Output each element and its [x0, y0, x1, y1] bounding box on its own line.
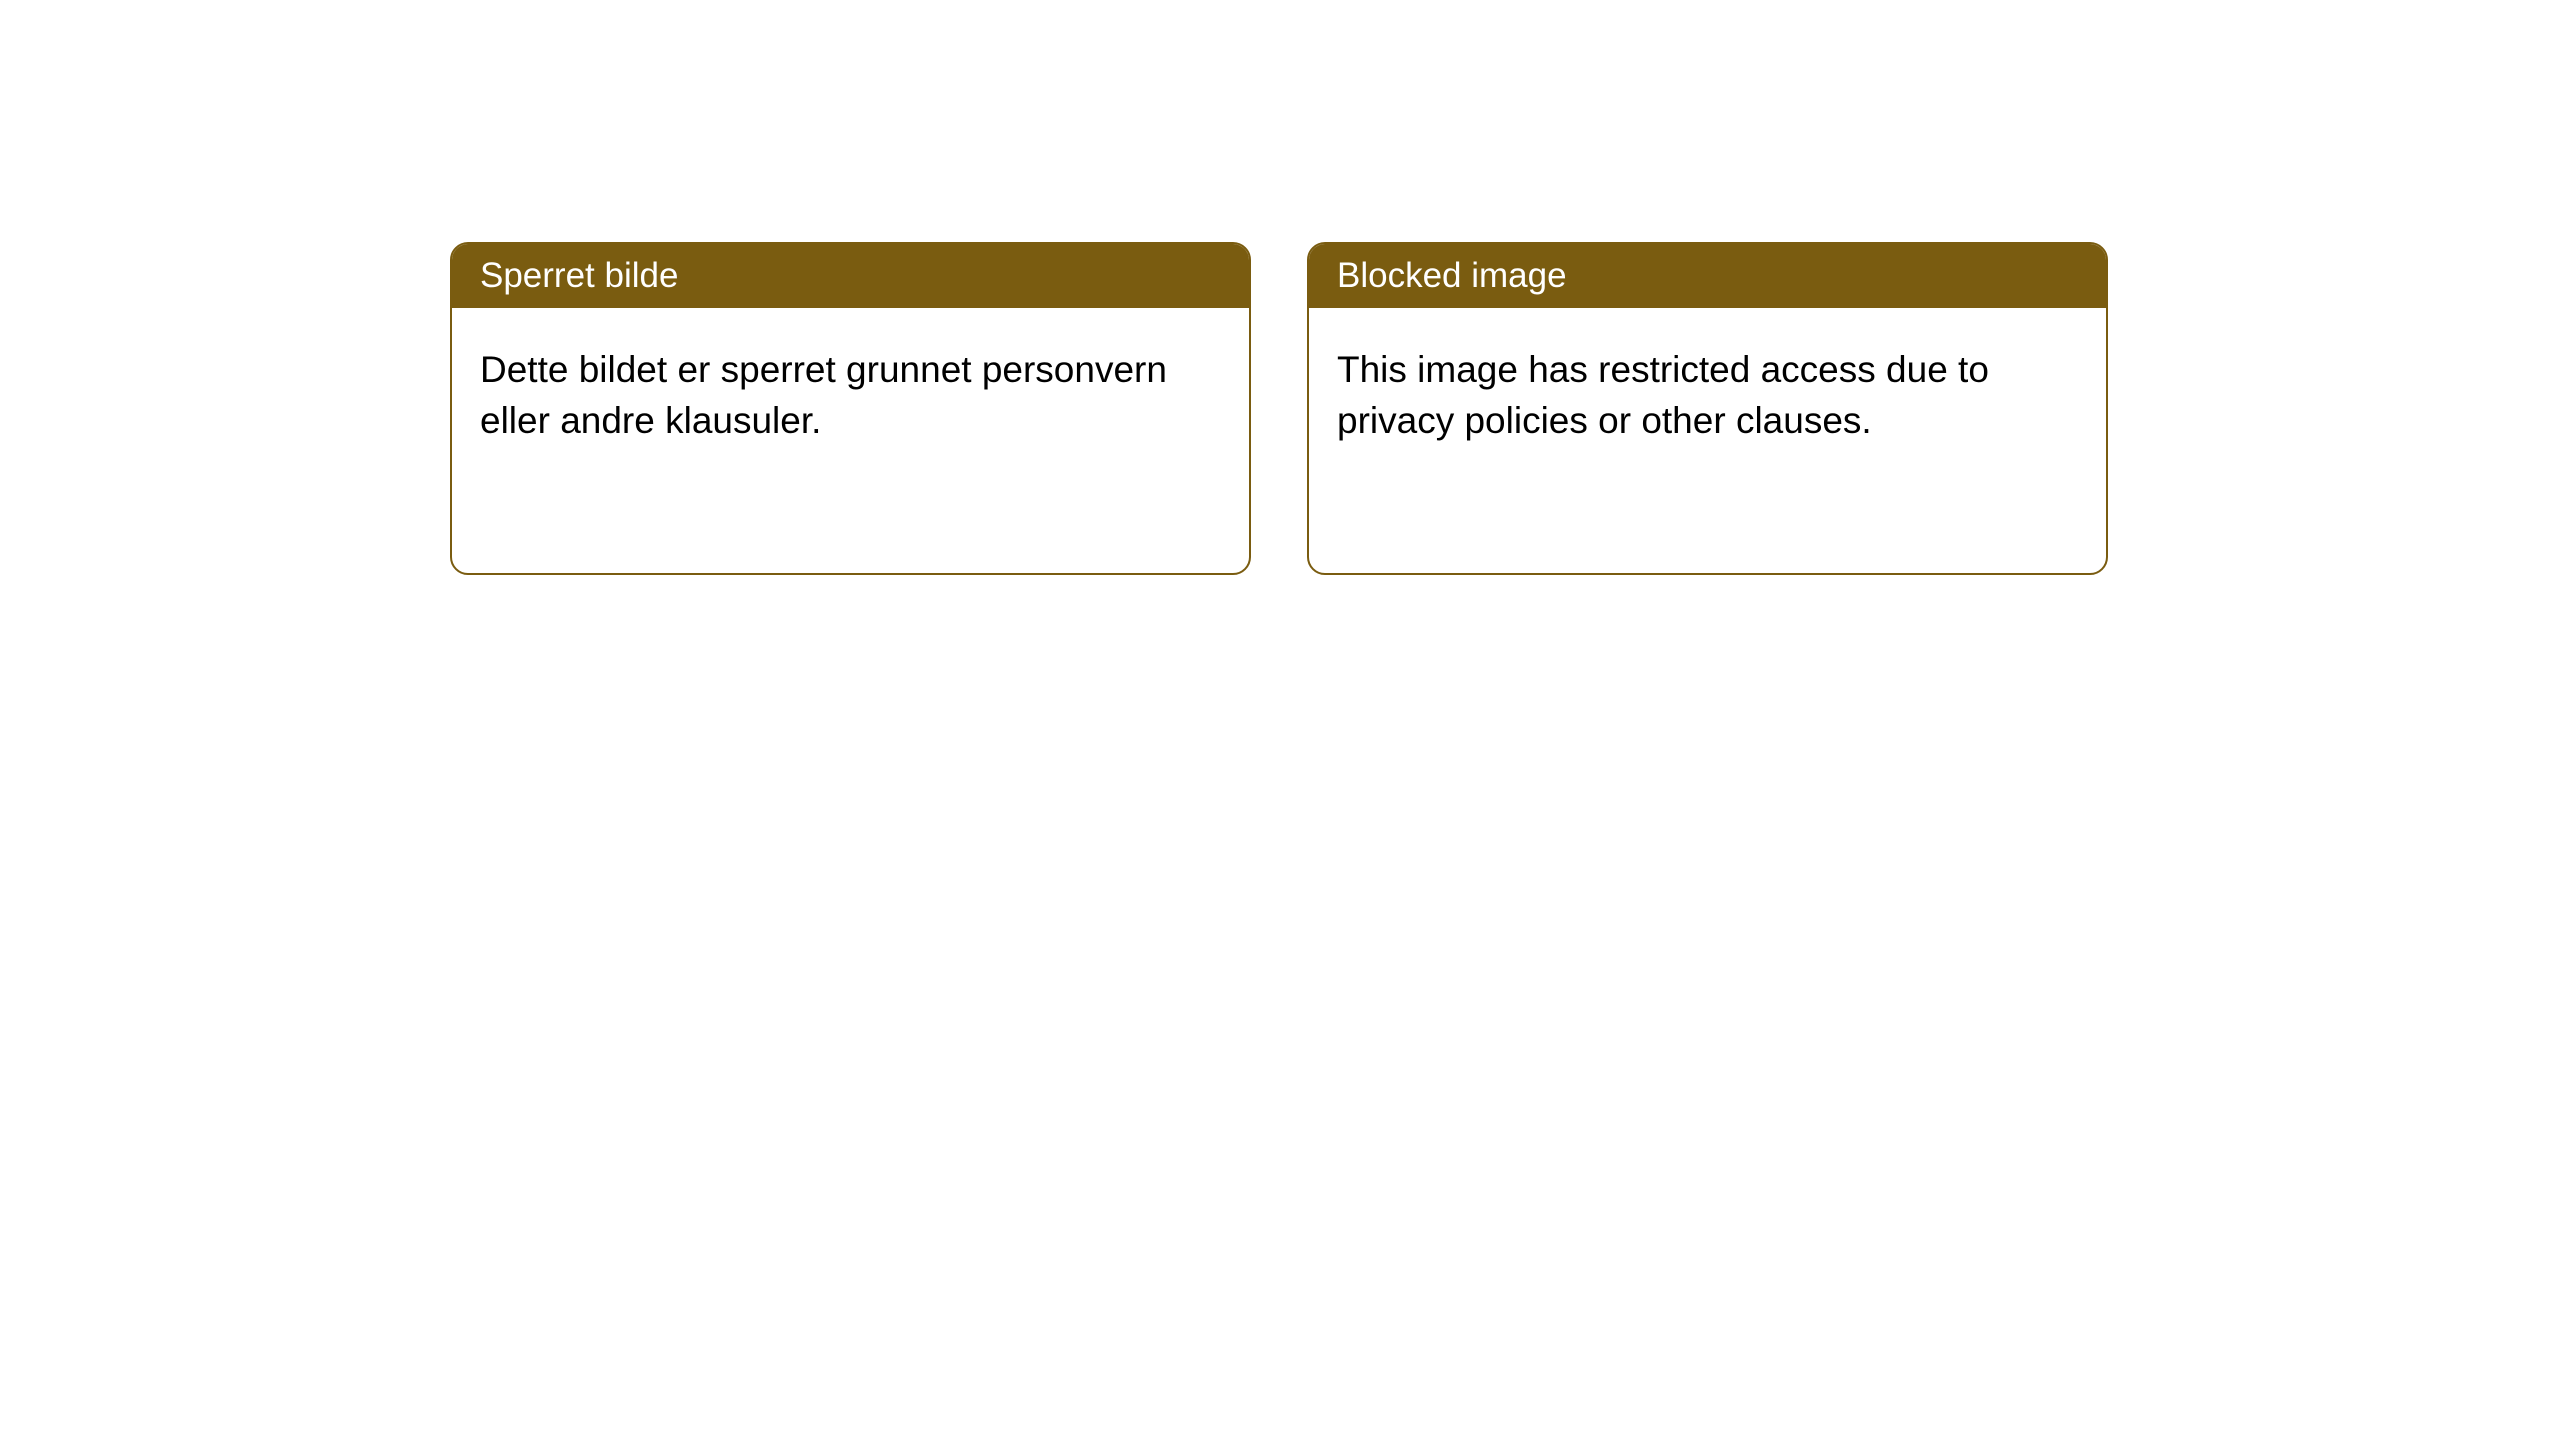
card-title: Sperret bilde — [480, 256, 678, 295]
card-body-text: This image has restricted access due to … — [1337, 349, 1989, 441]
notice-card-english: Blocked image This image has restricted … — [1307, 242, 2108, 575]
card-body: This image has restricted access due to … — [1309, 308, 2106, 482]
card-header: Sperret bilde — [452, 244, 1249, 308]
card-title: Blocked image — [1337, 256, 1567, 295]
card-body-text: Dette bildet er sperret grunnet personve… — [480, 349, 1167, 441]
blocked-image-notices: Sperret bilde Dette bildet er sperret gr… — [450, 242, 2560, 575]
card-body: Dette bildet er sperret grunnet personve… — [452, 308, 1249, 482]
card-header: Blocked image — [1309, 244, 2106, 308]
notice-card-norwegian: Sperret bilde Dette bildet er sperret gr… — [450, 242, 1251, 575]
